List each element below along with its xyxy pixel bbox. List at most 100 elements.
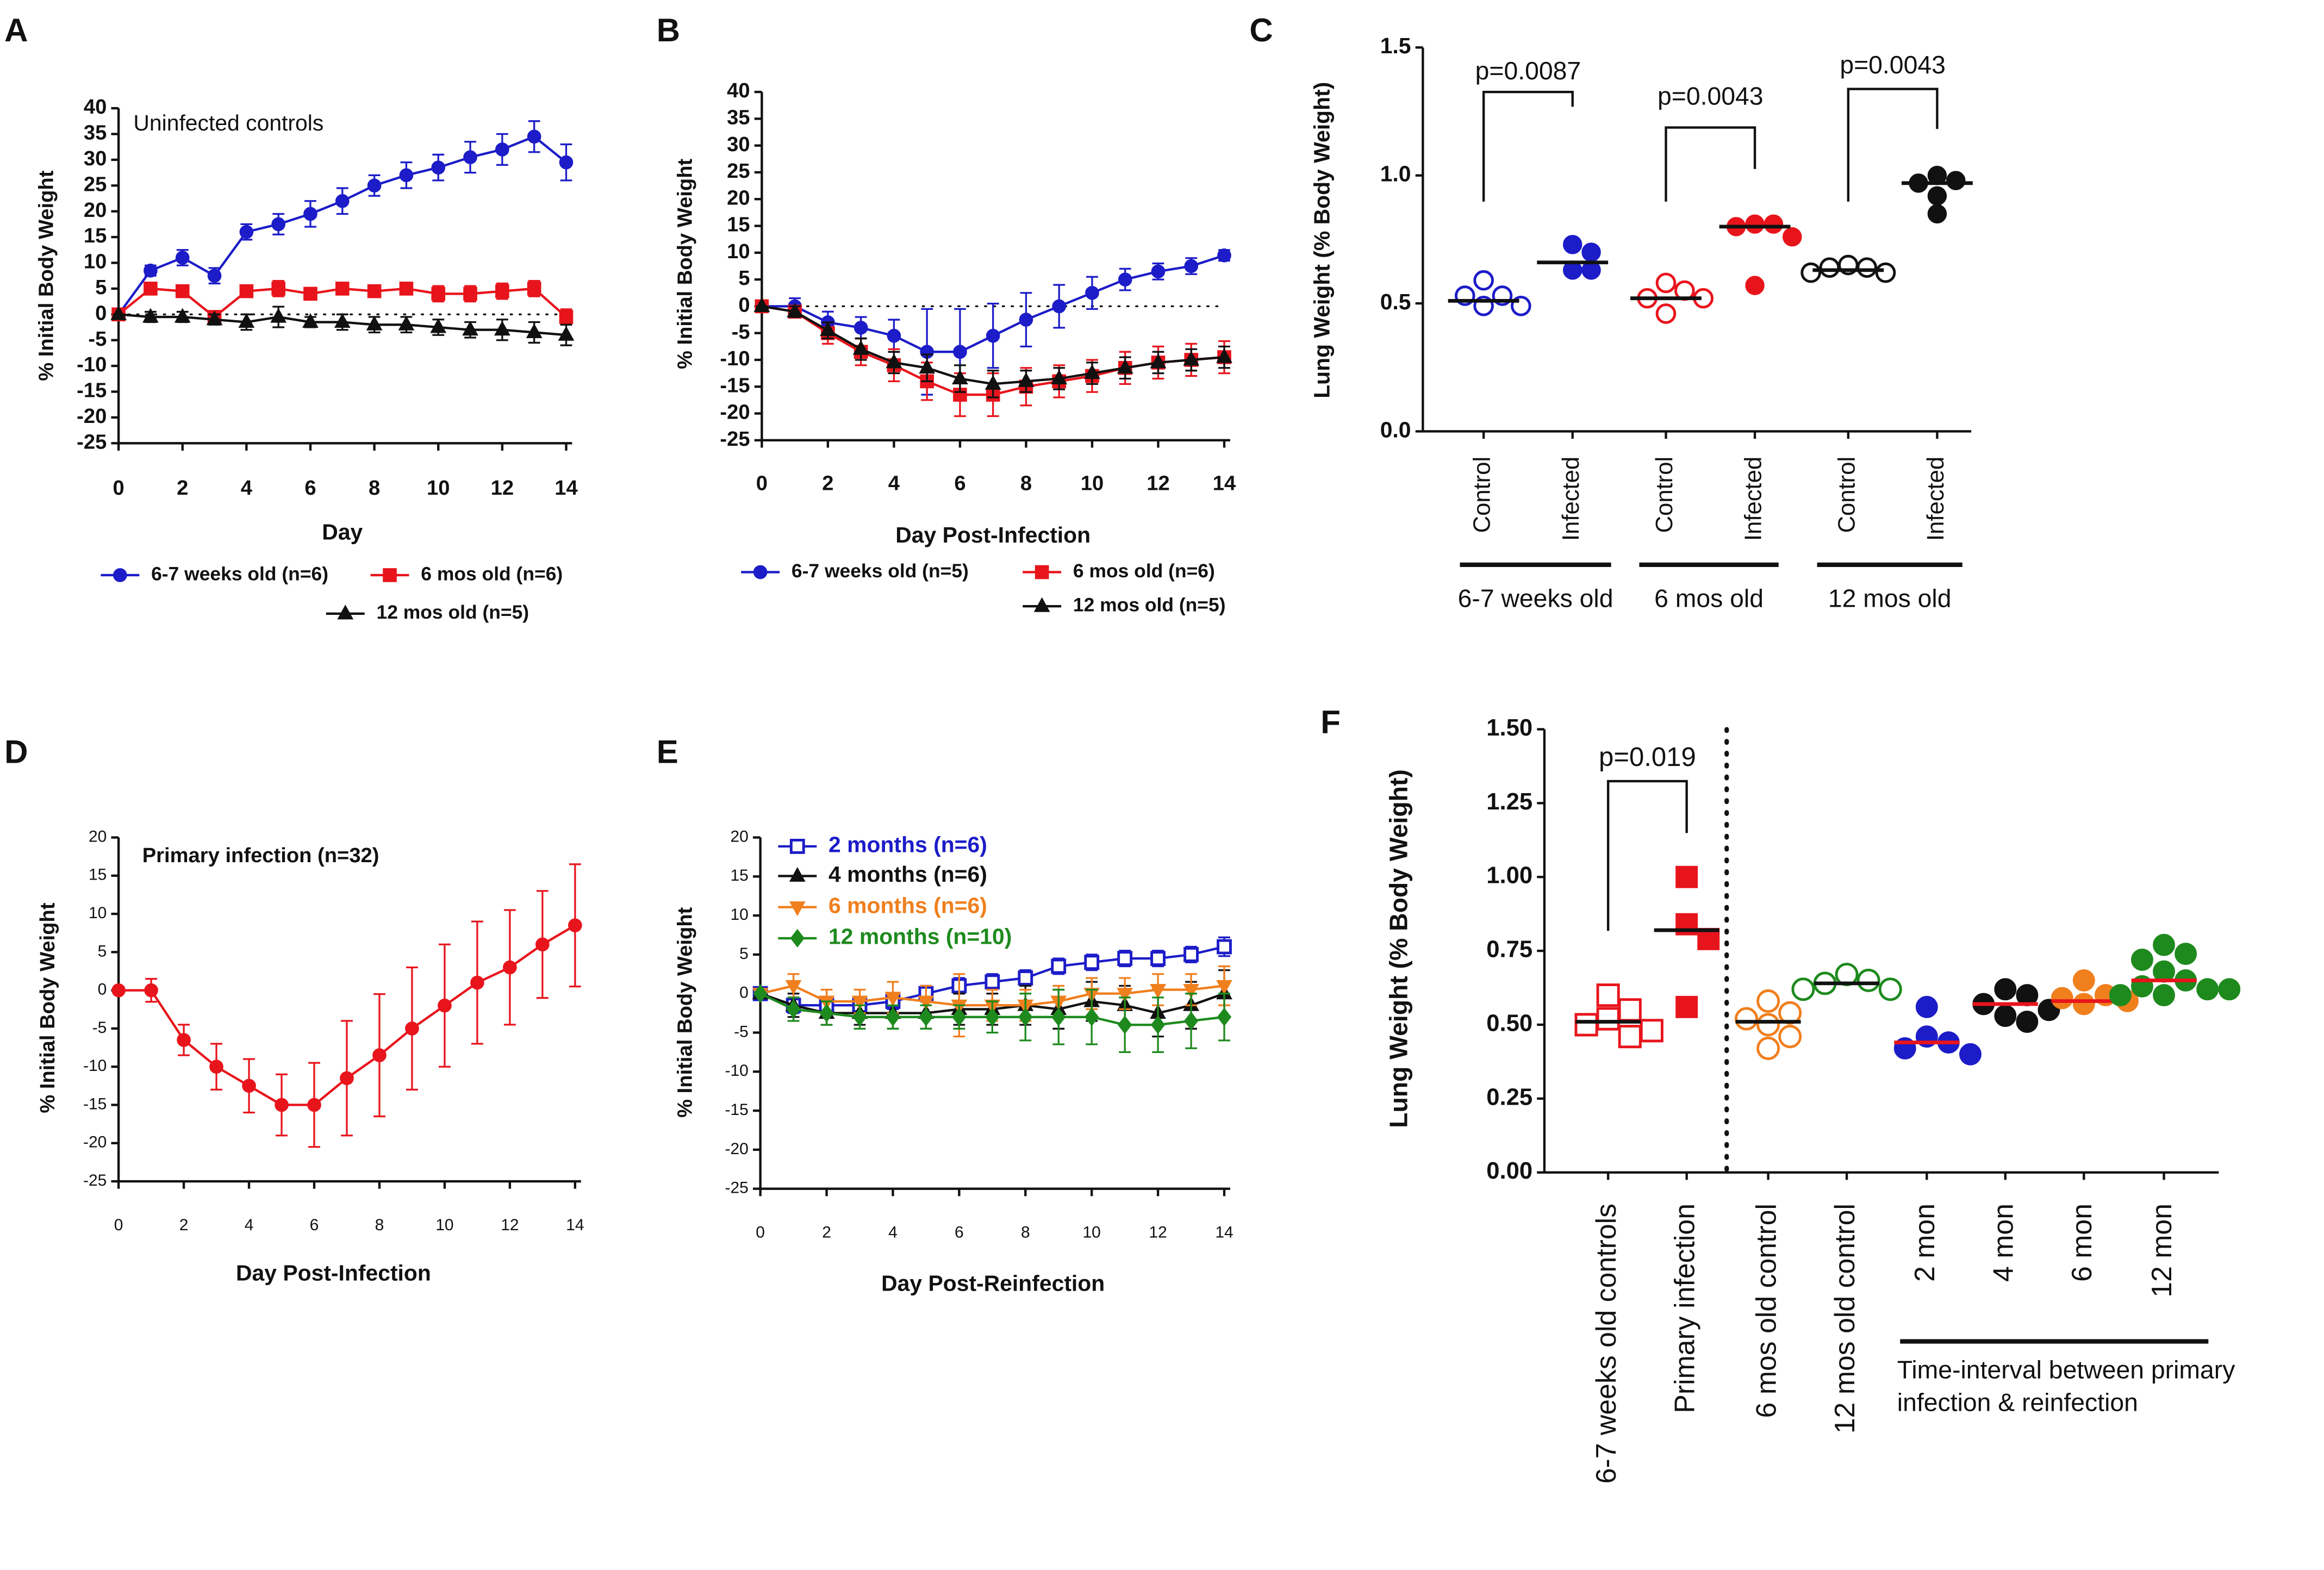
x-tick-label: 14 (554, 476, 578, 500)
data-point (1052, 299, 1067, 314)
x-axis-label: Day Post-Infection (236, 1261, 431, 1286)
data-point (2153, 933, 2175, 956)
data-point (270, 308, 287, 323)
data-point (110, 305, 127, 320)
x-tick-label: 4 (241, 476, 253, 500)
y-axis-label: % Initial Body Weight (673, 907, 696, 1118)
panel-letter: E (657, 734, 678, 770)
data-point (1150, 951, 1166, 966)
p-value: p=0.0043 (1658, 82, 1764, 110)
data-point (1084, 955, 1100, 970)
data-point (1946, 171, 1966, 190)
data-point (1959, 1043, 1982, 1066)
legend-marker (383, 568, 397, 582)
data-point (1756, 1036, 1780, 1060)
legend-marker (789, 867, 806, 882)
data-point (852, 340, 869, 355)
category-label: 12 mon (2146, 1204, 2177, 1298)
data-point (985, 375, 1001, 390)
data-point (1183, 946, 1199, 962)
legend-label: 2 months (n=6) (828, 832, 987, 857)
data-point (1791, 977, 1815, 1001)
data-point (1151, 264, 1166, 279)
y-tick-label: -15 (77, 379, 107, 402)
data-point (206, 310, 223, 326)
panel-letter: C (1249, 12, 1273, 48)
data-point (463, 286, 477, 301)
data-point (1734, 1007, 1759, 1031)
data-point (851, 995, 868, 1011)
legend-marker (789, 838, 805, 854)
data-point (1856, 968, 1880, 992)
data-point (819, 321, 836, 337)
y-tick-label: -5 (734, 1023, 749, 1041)
group-label: Time-interval between primary infection … (1897, 1356, 2235, 1417)
y-tick-label: 30 (84, 147, 107, 170)
legend-label: 6-7 weeks old (n=5) (792, 560, 969, 582)
data-point (884, 992, 901, 1007)
data-point (2218, 978, 2241, 1001)
legend-marker (113, 568, 127, 582)
data-point (1764, 214, 1784, 234)
data-point (1473, 270, 1494, 291)
data-point (209, 1060, 223, 1074)
data-point (495, 142, 509, 157)
data-point (1117, 1015, 1132, 1035)
data-point (1117, 359, 1133, 374)
category-label: 6 mon (2066, 1204, 2097, 1282)
y-tick-label: 40 (727, 79, 750, 102)
data-point (1051, 1007, 1066, 1026)
significance-bracket (1482, 90, 1574, 202)
data-point (1856, 257, 1877, 278)
y-tick-label: -5 (92, 1019, 107, 1037)
y-tick-label: -10 (83, 1057, 107, 1075)
legend-marker (1033, 597, 1050, 612)
data-point (918, 995, 934, 1011)
x-tick-label: 8 (375, 1216, 384, 1234)
y-tick-label: 10 (730, 906, 748, 924)
y-tick-label: -25 (77, 430, 107, 453)
data-point (142, 308, 159, 323)
y-tick-label: 15 (89, 866, 107, 884)
x-tick-label: 2 (822, 472, 833, 495)
data-point (494, 321, 510, 336)
data-point (1018, 372, 1035, 387)
data-point (1117, 988, 1133, 1003)
data-point (430, 318, 447, 333)
x-tick-label: 10 (1083, 1223, 1101, 1241)
significance-bracket (1847, 88, 1939, 202)
data-point (1915, 995, 1938, 1018)
x-tick-label: 10 (1081, 472, 1104, 495)
data-point (239, 284, 254, 298)
data-point (1745, 214, 1765, 234)
data-point (568, 918, 582, 932)
data-point (462, 321, 478, 336)
y-tick-label: 20 (89, 827, 107, 845)
y-tick-label: 5 (738, 266, 750, 290)
data-point (1618, 998, 1642, 1022)
data-point (1875, 262, 1896, 283)
y-axis-label: % Initial Body Weight (34, 170, 58, 381)
x-tick-label: 12 (1147, 472, 1169, 495)
y-tick-label: -25 (725, 1179, 748, 1197)
y-tick-label: 15 (730, 867, 748, 884)
data-point (1118, 272, 1132, 286)
y-tick-label: 10 (84, 250, 107, 273)
data-point (852, 1007, 867, 1026)
legend-label: 12 mos old (n=5) (377, 601, 529, 623)
data-point (985, 1007, 1000, 1026)
data-point (239, 225, 254, 239)
p-value: p=0.019 (1599, 743, 1696, 772)
y-tick-label: -20 (720, 401, 750, 424)
data-point (398, 315, 415, 331)
category-label: 4 mon (1987, 1204, 2019, 1282)
data-point (1085, 285, 1099, 300)
y-tick-label: 0 (95, 301, 107, 325)
data-point (431, 286, 446, 301)
data-point (2072, 993, 2095, 1015)
y-tick-label: -20 (83, 1133, 107, 1151)
data-point (786, 1000, 801, 1019)
data-point (1675, 995, 1698, 1018)
panel-letter: F (1320, 704, 1341, 740)
p-value: p=0.0087 (1475, 57, 1581, 85)
